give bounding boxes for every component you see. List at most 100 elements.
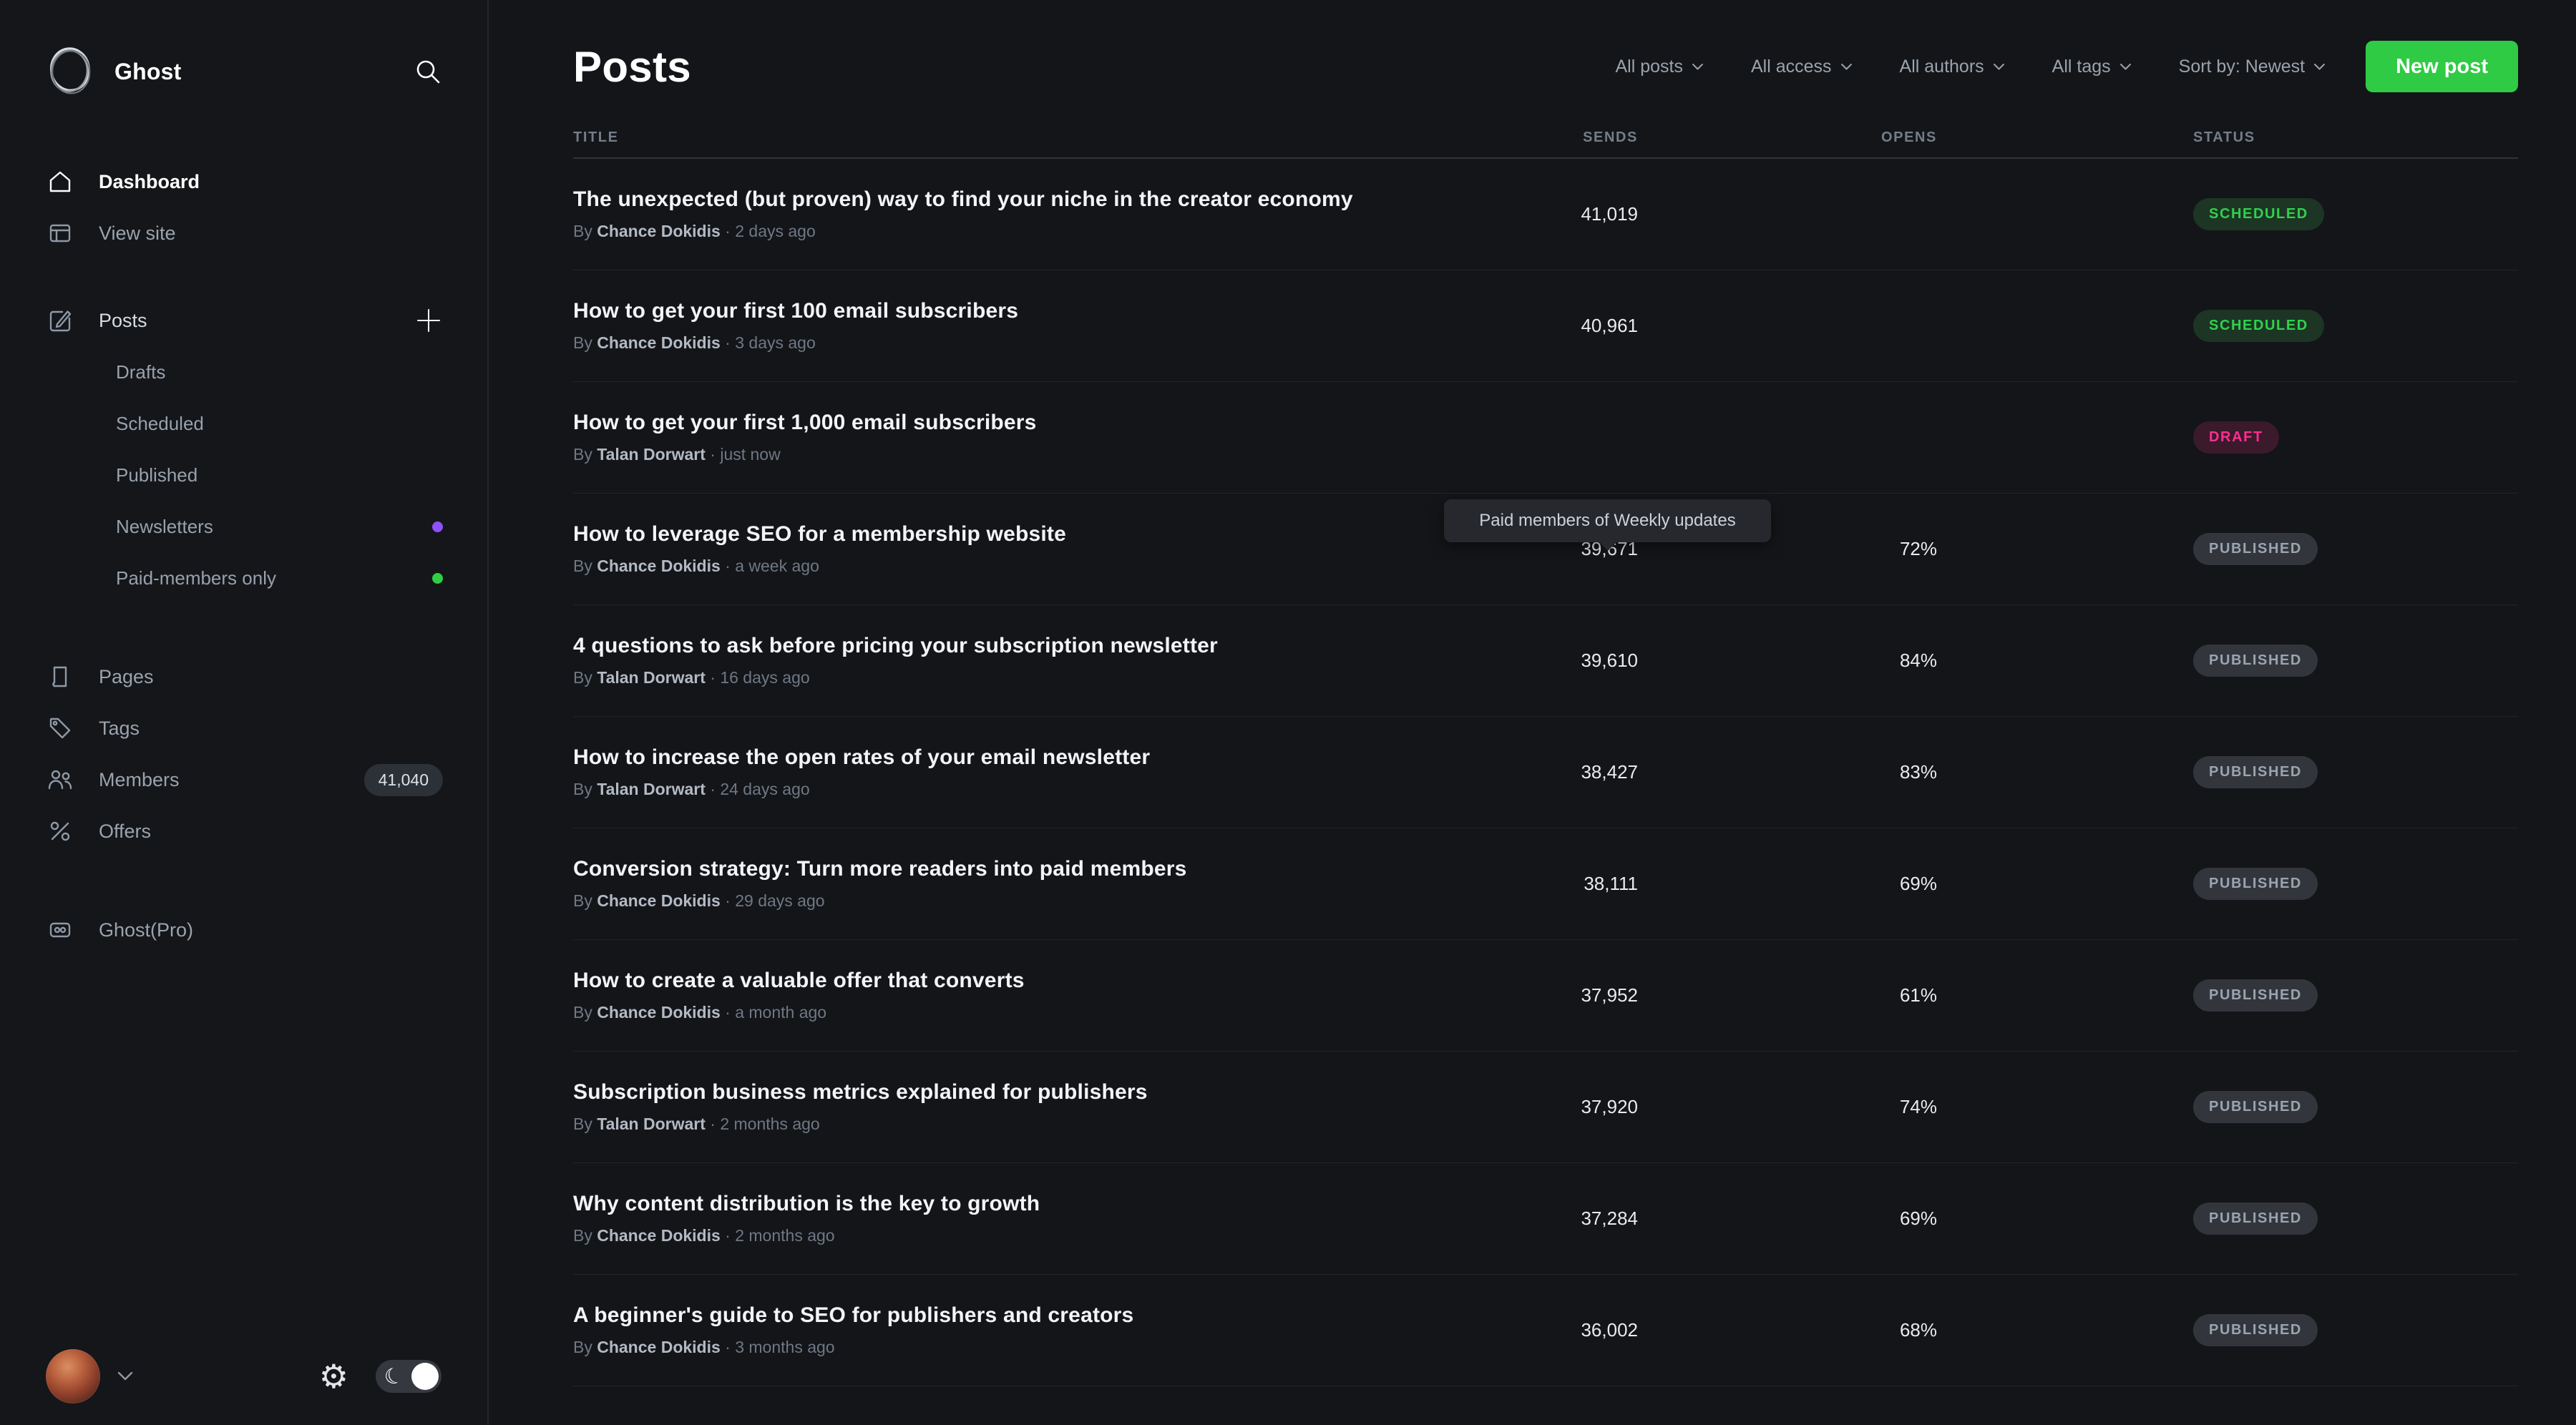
post-date: · 2 months ago	[705, 1115, 820, 1133]
sidebar-item-pages[interactable]: Pages	[0, 651, 487, 702]
post-title: How to get your first 100 email subscrib…	[573, 299, 1019, 323]
post-author: Talan Dorwart	[597, 1115, 706, 1133]
ghost-logo-icon[interactable]	[46, 44, 96, 99]
toggle-knob	[411, 1363, 439, 1390]
sidebar-item-tags[interactable]: Tags	[0, 702, 487, 754]
table-row[interactable]: The unexpected (but proven) way to find …	[573, 159, 2518, 270]
post-meta: By Chance Dokidis · a month ago	[573, 1003, 827, 1022]
sidebar-item-paid-members-only[interactable]: Paid-members only	[0, 552, 487, 604]
sidebar-item-view-site[interactable]: View site	[0, 207, 487, 259]
post-author: Chance Dokidis	[597, 891, 721, 910]
sends-value: 41,019	[1581, 203, 1638, 225]
column-header-sends: SENDS	[1583, 129, 1638, 145]
sidebar-item-dashboard[interactable]: Dashboard	[0, 156, 487, 207]
post-author: Chance Dokidis	[597, 1226, 721, 1245]
filter-dropdown-all-posts[interactable]: All posts	[1616, 57, 1704, 77]
filter-bar: All posts All access All authors All tags So…	[1616, 57, 2326, 77]
post-title: Subscription business metrics explained …	[573, 1080, 1148, 1104]
filter-dropdown-sort-by-newest[interactable]: Sort by: Newest	[2179, 57, 2326, 77]
sends-value: 37,952	[1581, 984, 1638, 1006]
post-title: How to increase the open rates of your e…	[573, 745, 1151, 769]
table-row[interactable]: Why content distribution is the key to g…	[573, 1163, 2518, 1275]
status-badge: PUBLISHED	[2193, 756, 2318, 788]
sends-value: 39,610	[1581, 650, 1638, 671]
table-row[interactable]: Conversion strategy: Turn more readers i…	[573, 828, 2518, 940]
sidebar: Ghost Dashboard View site P	[0, 0, 489, 1425]
opens-value: 61%	[1899, 984, 1937, 1006]
post-date: · 2 days ago	[720, 222, 816, 240]
post-date: · 3 days ago	[720, 333, 816, 352]
sidebar-item-scheduled[interactable]: Scheduled	[116, 412, 204, 434]
sends-value: 37,920	[1581, 1096, 1638, 1117]
opens-value: 83%	[1899, 761, 1937, 783]
ghost-pro-icon	[46, 917, 74, 943]
sidebar-item-ghost-pro[interactable]: Ghost(Pro)	[0, 904, 487, 956]
percent-icon	[46, 818, 74, 844]
main-content: Posts All posts All access All authors All …	[490, 0, 2576, 1425]
tag-icon	[46, 715, 74, 741]
sends-value: 38,427	[1581, 761, 1638, 783]
sends-value: 38,111	[1584, 873, 1638, 894]
brand-row: Ghost	[0, 41, 487, 102]
table-row[interactable]: How to get your first 100 email subscrib…	[573, 270, 2518, 382]
sends-value: 40,961	[1581, 315, 1638, 336]
filter-dropdown-all-access[interactable]: All access	[1751, 57, 1853, 77]
status-badge: SCHEDULED	[2193, 310, 2324, 342]
settings-gear-icon[interactable]: ⚙	[318, 1357, 348, 1396]
status-badge: DRAFT	[2193, 421, 2279, 454]
post-meta: By Talan Dorwart · 16 days ago	[573, 668, 810, 687]
post-title: The unexpected (but proven) way to find …	[573, 187, 1353, 211]
brand-name: Ghost	[114, 58, 182, 84]
post-title: 4 questions to ask before pricing your s…	[573, 634, 1218, 657]
table-row[interactable]: How to increase the open rates of your e…	[573, 717, 2518, 828]
pages-icon	[46, 664, 74, 690]
newsletters-dot	[432, 521, 443, 532]
filter-dropdown-all-authors[interactable]: All authors	[1900, 57, 2005, 77]
post-date: · a month ago	[720, 1003, 827, 1022]
posts-table: TITLE SENDS OPENS STATUS The unexpected …	[573, 117, 2518, 1386]
user-menu-chevron-down-icon[interactable]	[117, 1371, 133, 1381]
sidebar-item-posts[interactable]: Posts	[0, 295, 487, 346]
sidebar-nav: Dashboard View site Posts Drafts Schedul…	[0, 156, 487, 956]
post-date: · 16 days ago	[705, 668, 810, 687]
post-title: How to get your first 1,000 email subscr…	[573, 411, 1037, 434]
opens-value: 69%	[1899, 1208, 1937, 1229]
post-meta: By Chance Dokidis · 2 months ago	[573, 1226, 835, 1245]
post-author: Chance Dokidis	[597, 1003, 721, 1022]
sidebar-item-members[interactable]: Members 41,040	[0, 754, 487, 805]
sidebar-item-newsletters[interactable]: Newsletters	[0, 501, 487, 552]
table-row[interactable]: Subscription business metrics explained …	[573, 1052, 2518, 1163]
user-avatar[interactable]	[46, 1349, 100, 1404]
opens-value: 74%	[1899, 1096, 1937, 1117]
table-row[interactable]: How to get your first 1,000 email subscr…	[573, 382, 2518, 494]
newsletter-tooltip: Paid members of Weekly updates	[1444, 499, 1771, 542]
status-badge: PUBLISHED	[2193, 979, 2318, 1012]
post-author: Chance Dokidis	[597, 557, 721, 575]
table-row[interactable]: A beginner's guide to SEO for publishers…	[573, 1275, 2518, 1386]
filter-dropdown-all-tags[interactable]: All tags	[2052, 57, 2132, 77]
status-badge: PUBLISHED	[2193, 868, 2318, 900]
post-author: Chance Dokidis	[597, 1338, 721, 1356]
column-header-opens: OPENS	[1880, 129, 1937, 145]
opens-value: 72%	[1899, 538, 1937, 559]
search-icon[interactable]	[413, 57, 443, 87]
edit-icon	[46, 308, 74, 333]
opens-value: 69%	[1899, 873, 1937, 894]
sidebar-item-drafts[interactable]: Drafts	[116, 361, 166, 383]
dark-mode-toggle[interactable]: ☾	[376, 1360, 441, 1393]
table-row[interactable]: How to leverage SEO for a membership web…	[573, 494, 2518, 605]
sidebar-item-offers[interactable]: Offers	[0, 805, 487, 857]
sidebar-item-published[interactable]: Published	[116, 464, 198, 486]
post-date: · 29 days ago	[720, 891, 825, 910]
post-meta: By Chance Dokidis · 2 days ago	[573, 222, 816, 240]
add-post-icon[interactable]	[414, 306, 443, 335]
chevron-down-icon	[1840, 63, 1852, 69]
post-meta: By Chance Dokidis · 3 months ago	[573, 1338, 835, 1356]
table-row[interactable]: 4 questions to ask before pricing your s…	[573, 605, 2518, 717]
browser-icon	[46, 220, 74, 246]
new-post-button[interactable]: New post	[2366, 41, 2518, 92]
post-author: Talan Dorwart	[597, 780, 706, 798]
home-icon	[46, 169, 74, 195]
table-row[interactable]: How to create a valuable offer that conv…	[573, 940, 2518, 1052]
filter-label: All authors	[1899, 56, 1984, 77]
